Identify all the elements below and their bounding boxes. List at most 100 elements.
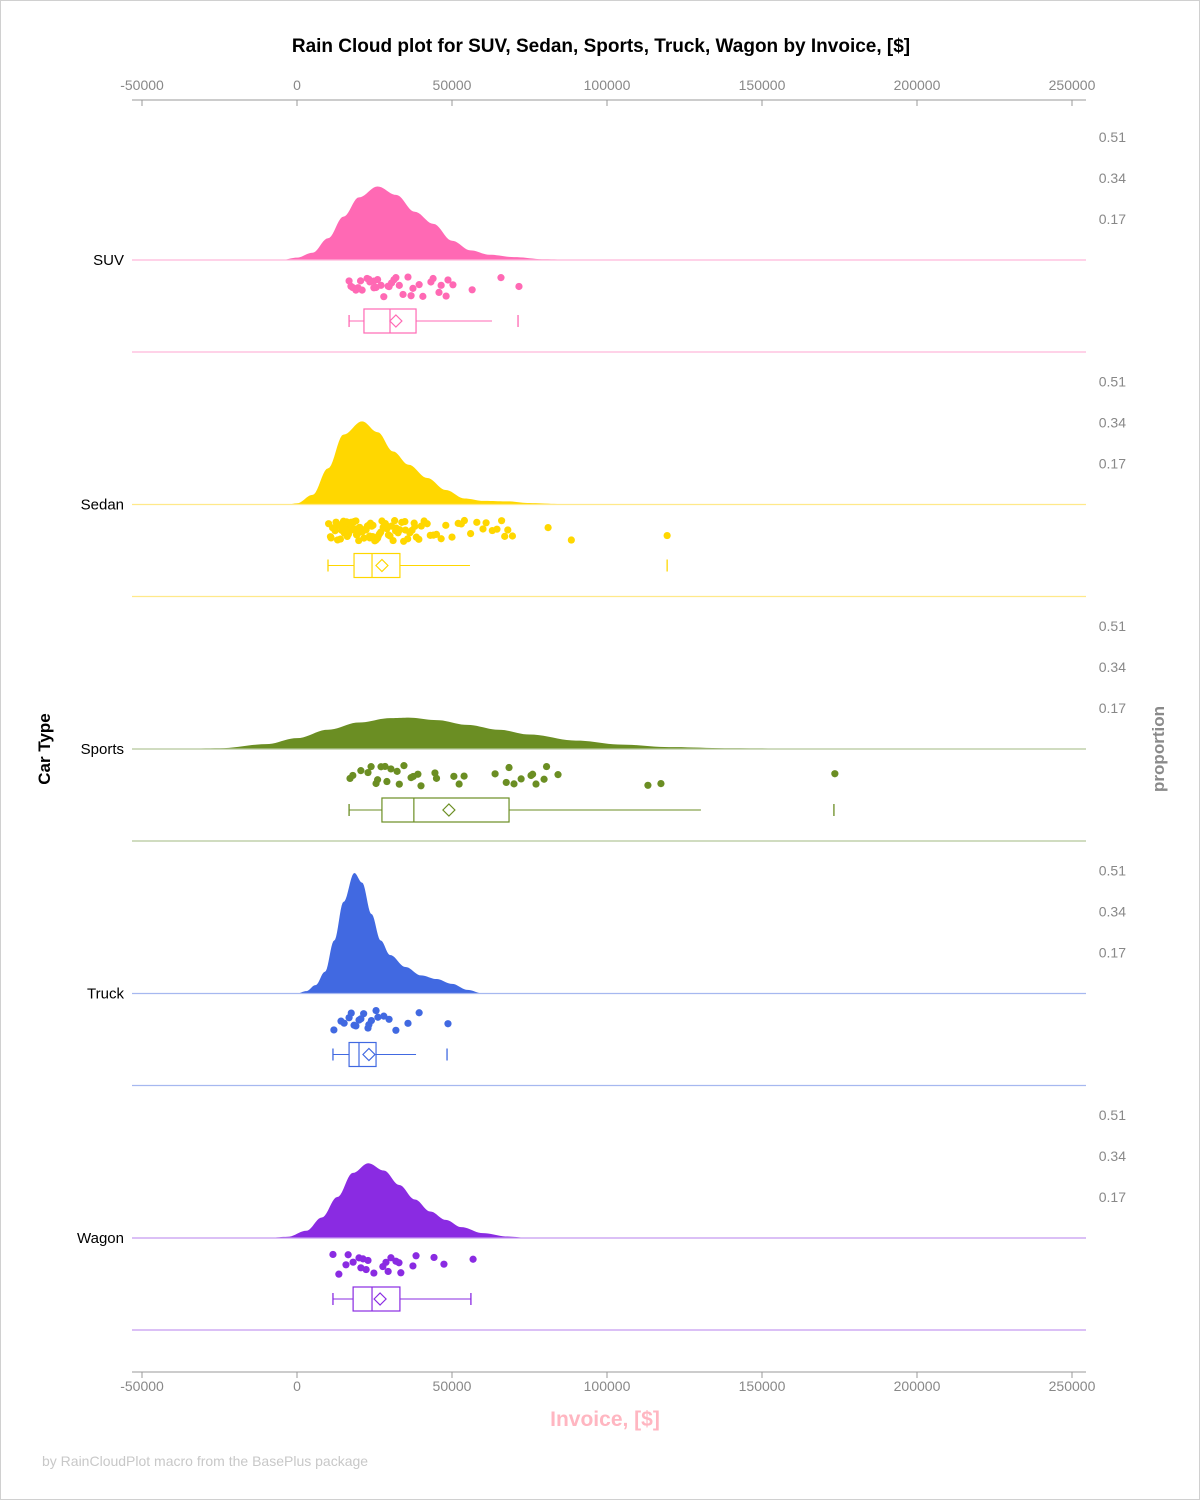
density-cloud: [287, 421, 592, 505]
data-point: [431, 769, 439, 777]
data-point: [352, 517, 360, 525]
data-point: [383, 777, 391, 786]
panels: 0.17 0.34 0.51 SUV 0.17 0.34 0.51 Sedan 0.17 0.34…: [77, 129, 1126, 1331]
data-point: [392, 1026, 400, 1034]
data-point: [529, 770, 537, 778]
data-point: [493, 525, 501, 533]
data-point: [358, 286, 366, 294]
data-point: [342, 1261, 350, 1269]
density-cloud: [266, 1163, 530, 1238]
data-point: [411, 522, 419, 530]
mean-diamond: [373, 1292, 387, 1306]
data-point: [460, 516, 468, 525]
data-point: [389, 536, 397, 545]
data-point: [442, 521, 450, 529]
data-point: [515, 282, 523, 291]
data-point: [349, 283, 357, 292]
density-cloud: [297, 873, 483, 994]
iqr-box: [348, 1041, 377, 1068]
data-point: [644, 781, 652, 789]
mean-diamond: [375, 558, 389, 573]
data-point: [352, 1022, 360, 1030]
data-point: [366, 534, 374, 542]
top-axis-tick-label: 250000: [1049, 77, 1096, 93]
data-point: [360, 534, 368, 542]
data-point: [482, 519, 490, 527]
data-point: [412, 1252, 420, 1260]
data-point: [345, 277, 353, 285]
density-tick-label: 0.17: [1099, 456, 1126, 472]
data-point: [542, 762, 551, 771]
data-point: [429, 274, 437, 283]
data-point: [404, 273, 412, 281]
data-point: [437, 535, 445, 543]
top-axis-tick-label: 200000: [894, 77, 941, 93]
data-point: [393, 767, 401, 775]
data-point: [455, 780, 463, 788]
x-axis-label: Invoice, [$]: [550, 1408, 660, 1431]
data-point: [491, 770, 499, 778]
data-point: [355, 524, 363, 532]
data-point: [349, 771, 357, 780]
top-axis-tick-label: -50000: [120, 77, 164, 93]
data-point: [372, 283, 380, 292]
iqr-box: [352, 1286, 401, 1312]
density-tick-label: 0.34: [1099, 415, 1126, 431]
panel-truck: 0.17 0.34 0.51 Truck: [87, 863, 1126, 1087]
data-point: [391, 527, 400, 535]
bottom-axis-tick-label: -50000: [120, 1378, 164, 1394]
data-point: [473, 518, 481, 526]
density-tick-label: 0.34: [1099, 904, 1126, 920]
data-point: [469, 1255, 477, 1263]
data-point: [382, 1258, 390, 1266]
data-point: [336, 535, 344, 543]
data-point: [409, 772, 417, 781]
data-point: [364, 1256, 372, 1265]
data-point: [497, 274, 505, 282]
data-point: [335, 1270, 343, 1278]
data-point: [362, 1265, 370, 1274]
data-point: [385, 1015, 393, 1023]
data-point: [448, 533, 456, 541]
data-point: [329, 1250, 337, 1259]
data-point: [357, 767, 365, 775]
data-point: [395, 1259, 403, 1267]
bottom-axis-tick-label: 100000: [584, 1378, 631, 1394]
data-point: [479, 525, 487, 533]
data-point: [435, 288, 443, 297]
iqr-box: [353, 552, 401, 579]
data-point: [349, 1258, 357, 1266]
density-tick-label: 0.51: [1099, 863, 1126, 879]
chart-title: Rain Cloud plot for SUV, Sedan, Sports, …: [292, 36, 910, 57]
data-point: [467, 530, 475, 538]
data-point: [498, 517, 506, 525]
top-axis-tick-label: 0: [293, 77, 301, 93]
data-point: [432, 774, 441, 782]
data-point: [387, 765, 395, 773]
data-point: [399, 290, 407, 299]
data-point: [364, 768, 372, 777]
data-point: [407, 292, 415, 300]
data-point: [384, 1267, 392, 1276]
top-axis-tick-label: 150000: [739, 77, 786, 93]
bottom-axis-tick-label: 0: [293, 1378, 301, 1394]
data-point: [401, 517, 409, 526]
data-point: [423, 520, 431, 528]
data-point: [397, 1269, 405, 1277]
iqr-box: [381, 797, 510, 823]
data-point: [395, 281, 403, 289]
data-point: [327, 534, 335, 542]
data-point: [331, 527, 339, 535]
density-tick-label: 0.17: [1099, 945, 1126, 961]
density-tick-label: 0.34: [1099, 1148, 1126, 1164]
data-point: [419, 292, 427, 300]
data-point: [367, 1016, 375, 1025]
panel-sedan: 0.17 0.34 0.51 Sedan: [81, 374, 1126, 598]
data-point: [415, 281, 423, 289]
data-point: [409, 284, 417, 292]
density-tick-label: 0.17: [1099, 211, 1126, 227]
mean-diamond: [362, 1047, 376, 1062]
footer-note: by RainCloudPlot macro from the BasePlus…: [42, 1453, 368, 1469]
axes: -50000 0 50000 100000 150000 200000 250000 -500…: [120, 77, 1095, 1394]
data-point: [374, 275, 382, 284]
